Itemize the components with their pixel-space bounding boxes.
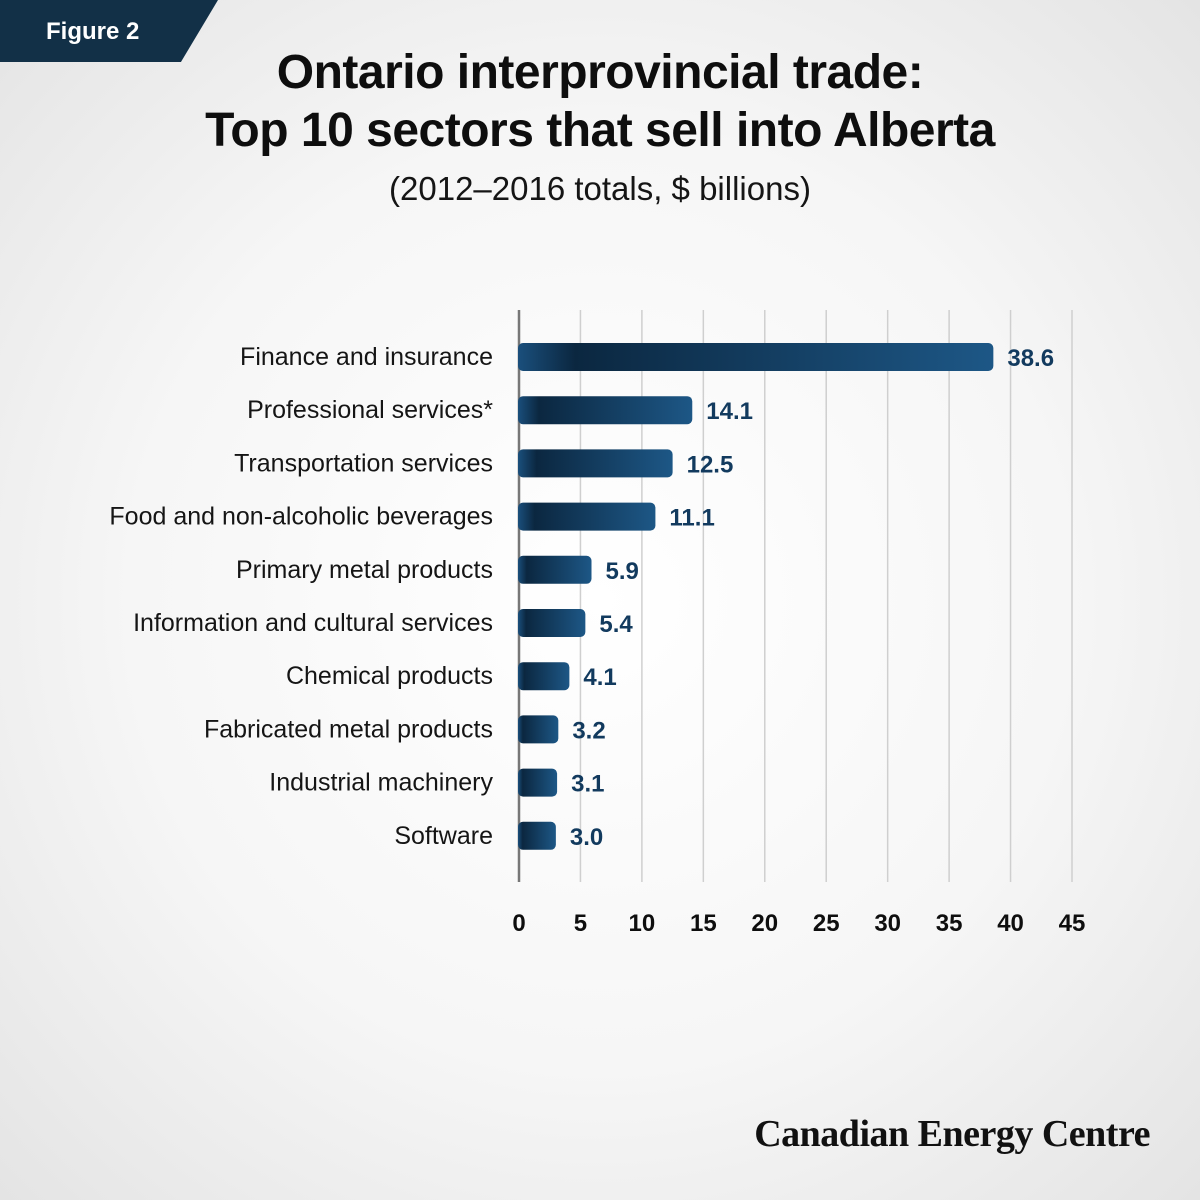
bar [518, 555, 592, 584]
category-label: Information and cultural services [133, 609, 493, 637]
x-tick-label: 40 [997, 910, 1024, 937]
bar [518, 343, 994, 371]
data-label: 12.5 [687, 451, 734, 478]
chart-title-line-2: Top 10 sectors that sell into Alberta [205, 104, 995, 157]
bar [518, 449, 673, 478]
figure-tag: Figure 2 [0, 0, 218, 62]
data-label: 3.2 [572, 717, 605, 744]
data-label: 4.1 [583, 664, 616, 691]
x-tick-label: 25 [813, 910, 840, 937]
data-label: 38.6 [1007, 345, 1054, 372]
category-labels: Finance and insurance Professional servic… [109, 343, 493, 850]
x-tick-label: 20 [751, 910, 778, 937]
bar [518, 396, 693, 425]
data-label: 11.1 [669, 505, 714, 532]
category-label: Finance and insurance [240, 343, 493, 371]
x-tick-label: 35 [936, 910, 963, 937]
category-label: Fabricated metal products [204, 715, 493, 743]
category-label: Transportation services [234, 449, 493, 477]
bar [518, 502, 656, 531]
category-label: Primary metal products [236, 556, 493, 584]
category-label: Professional services* [247, 396, 493, 424]
data-label: 5.9 [606, 558, 639, 585]
category-label: Industrial machinery [269, 769, 493, 797]
data-label: 5.4 [599, 611, 633, 638]
category-label: Food and non-alcoholic beverages [109, 503, 493, 531]
category-label: Chemical products [286, 662, 493, 690]
category-label: Software [394, 822, 493, 850]
bar [518, 609, 586, 637]
x-tick-label: 5 [574, 910, 587, 937]
gridlines [517, 310, 1073, 882]
bar [518, 662, 570, 691]
data-label: 14.1 [706, 398, 753, 425]
x-tick-label: 45 [1059, 910, 1086, 937]
bar [518, 768, 558, 797]
bar [518, 821, 556, 850]
x-axis-ticks: 0 5 10 15 20 25 30 35 40 45 [512, 910, 1085, 937]
chart-title-line-1: Ontario interprovincial trade: [276, 46, 924, 99]
chart-subtitle: (2012–2016 totals, $ billions) [389, 170, 811, 207]
footer-brand: Canadian Energy Centre [754, 1113, 1150, 1155]
data-label: 3.0 [570, 824, 603, 851]
bars [518, 343, 994, 850]
data-label: 3.1 [571, 771, 604, 798]
x-tick-label: 0 [512, 910, 525, 937]
x-tick-label: 15 [690, 910, 717, 937]
x-tick-label: 30 [874, 910, 901, 937]
value-labels: 38.6 14.1 12.5 11.1 5.9 5.4 4.1 3.2 3.1 3.0 [570, 345, 1054, 851]
x-tick-label: 10 [629, 910, 656, 937]
bar [518, 715, 559, 744]
